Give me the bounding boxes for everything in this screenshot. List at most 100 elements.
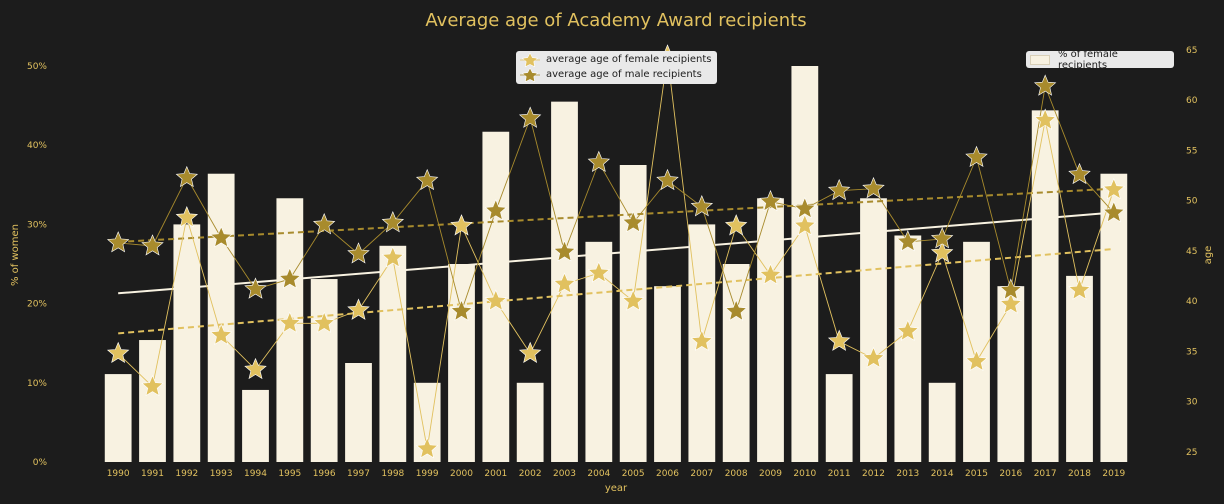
- left-tick-2: 20%: [27, 300, 47, 310]
- right-tick-65: 65: [1186, 46, 1197, 56]
- bar-2006: [654, 286, 681, 462]
- point-1-2009: [759, 189, 782, 212]
- bar-2014: [928, 382, 956, 462]
- legend-label-female-share: % of female recipients: [1057, 48, 1118, 71]
- left-tick-3: 30%: [27, 220, 47, 230]
- bar-1991: [139, 340, 166, 462]
- x-ticks: 1990 1991 1992 1993 1994 1995 1996 1997 1998 1999…: [107, 469, 1126, 479]
- x-tick-1990: 1990: [107, 469, 130, 479]
- x-tick-2019: 2019: [1102, 469, 1125, 479]
- bar-1992: [173, 224, 201, 462]
- legend-entry-male-age: average age of male recipients: [516, 67, 717, 82]
- bar-1990: [104, 374, 132, 462]
- x-tick-2006: 2006: [656, 469, 679, 479]
- x-tick-2015: 2015: [965, 469, 988, 479]
- point-0-2001: [484, 289, 508, 311]
- point-0-2000: [450, 214, 473, 236]
- point-1-1991: [141, 234, 164, 256]
- point-1-2012: [862, 176, 885, 199]
- right-axis-label: age: [1203, 246, 1214, 265]
- bar-2018: [1066, 275, 1093, 462]
- point-0-1992: [175, 206, 199, 228]
- x-tick-2002: 2002: [519, 469, 542, 479]
- x-tick-1995: 1995: [278, 469, 301, 479]
- point-1-1994: [244, 277, 267, 299]
- point-1-1998: [381, 211, 405, 233]
- legend-label-male-age: average age of male recipients: [546, 69, 702, 80]
- point-1-1992: [175, 165, 199, 188]
- x-tick-2007: 2007: [690, 469, 713, 479]
- x-tick-2011: 2011: [828, 469, 851, 479]
- right-tick-40: 40: [1186, 297, 1198, 307]
- point-0-2008: [724, 214, 748, 236]
- bar-2004: [585, 241, 613, 462]
- point-1-2000: [450, 299, 473, 321]
- legend-entry-female-share: % of female recipients: [1026, 49, 1174, 71]
- x-tick-1996: 1996: [313, 469, 336, 479]
- bar-swatch-icon: [1030, 54, 1050, 65]
- point-1-2006: [656, 168, 679, 191]
- bar-2009: [757, 198, 784, 462]
- bars-layer: [104, 66, 1128, 463]
- bar-2002: [516, 382, 544, 462]
- bar-legend: % of female recipients: [1026, 49, 1174, 71]
- series-lines-layer: [106, 44, 1126, 459]
- x-tick-1993: 1993: [210, 469, 233, 479]
- chart-title: Average age of Academy Award recipients: [425, 10, 806, 31]
- left-tick-5: 50%: [27, 62, 47, 72]
- left-tick-1: 10%: [27, 379, 47, 389]
- point-1-2017: [1033, 74, 1057, 96]
- x-tick-2017: 2017: [1034, 469, 1057, 479]
- line-legend: average age of female recipients average…: [516, 51, 717, 84]
- bar-1998: [379, 245, 407, 462]
- bar-2017: [1031, 110, 1059, 463]
- x-tick-2004: 2004: [587, 469, 610, 479]
- bar-2013: [894, 235, 922, 462]
- point-1-2005: [621, 211, 645, 233]
- point-0-1999: [415, 437, 439, 459]
- bar-2016: [997, 286, 1025, 462]
- star-icon: [520, 52, 540, 67]
- point-1-2019: [1102, 201, 1126, 223]
- point-0-2015: [965, 349, 988, 372]
- bar-2000: [448, 264, 475, 462]
- x-tick-2009: 2009: [759, 469, 782, 479]
- point-0-1990: [106, 341, 130, 364]
- x-tick-1991: 1991: [141, 469, 164, 479]
- trend-line-2: [118, 187, 1114, 243]
- point-0-1995: [278, 311, 302, 333]
- right-tick-30: 30: [1186, 398, 1198, 408]
- point-1-2015: [965, 145, 988, 168]
- bar-2012: [860, 198, 887, 462]
- point-0-2009: [759, 263, 782, 285]
- point-0-1998: [381, 246, 405, 268]
- point-0-2012: [862, 346, 885, 369]
- point-1-2003: [553, 240, 576, 262]
- point-0-2002: [518, 341, 542, 364]
- left-tick-0: 0%: [33, 458, 48, 468]
- point-0-2005: [621, 289, 645, 311]
- point-0-2017: [1033, 108, 1057, 130]
- right-tick-60: 60: [1186, 96, 1198, 106]
- right-tick-55: 55: [1186, 146, 1197, 156]
- point-0-2003: [553, 272, 576, 294]
- star-icon: [520, 67, 540, 82]
- point-1-2011: [827, 178, 851, 201]
- point-0-1991: [141, 374, 164, 397]
- point-0-1993: [209, 323, 233, 345]
- series-line-1: [118, 84, 1115, 313]
- bar-2010: [791, 66, 819, 462]
- point-0-1994: [244, 357, 267, 380]
- point-1-2013: [896, 230, 920, 252]
- point-0-2007: [690, 329, 714, 351]
- bar-1994: [242, 389, 269, 462]
- bar-1995: [276, 198, 304, 462]
- bar-1996: [310, 279, 338, 462]
- x-tick-1998: 1998: [381, 469, 404, 479]
- point-1-2018: [1068, 162, 1091, 185]
- point-1-2016: [999, 278, 1023, 300]
- bar-1997: [345, 363, 372, 462]
- point-1-1996: [312, 213, 336, 235]
- x-tick-2014: 2014: [931, 469, 954, 479]
